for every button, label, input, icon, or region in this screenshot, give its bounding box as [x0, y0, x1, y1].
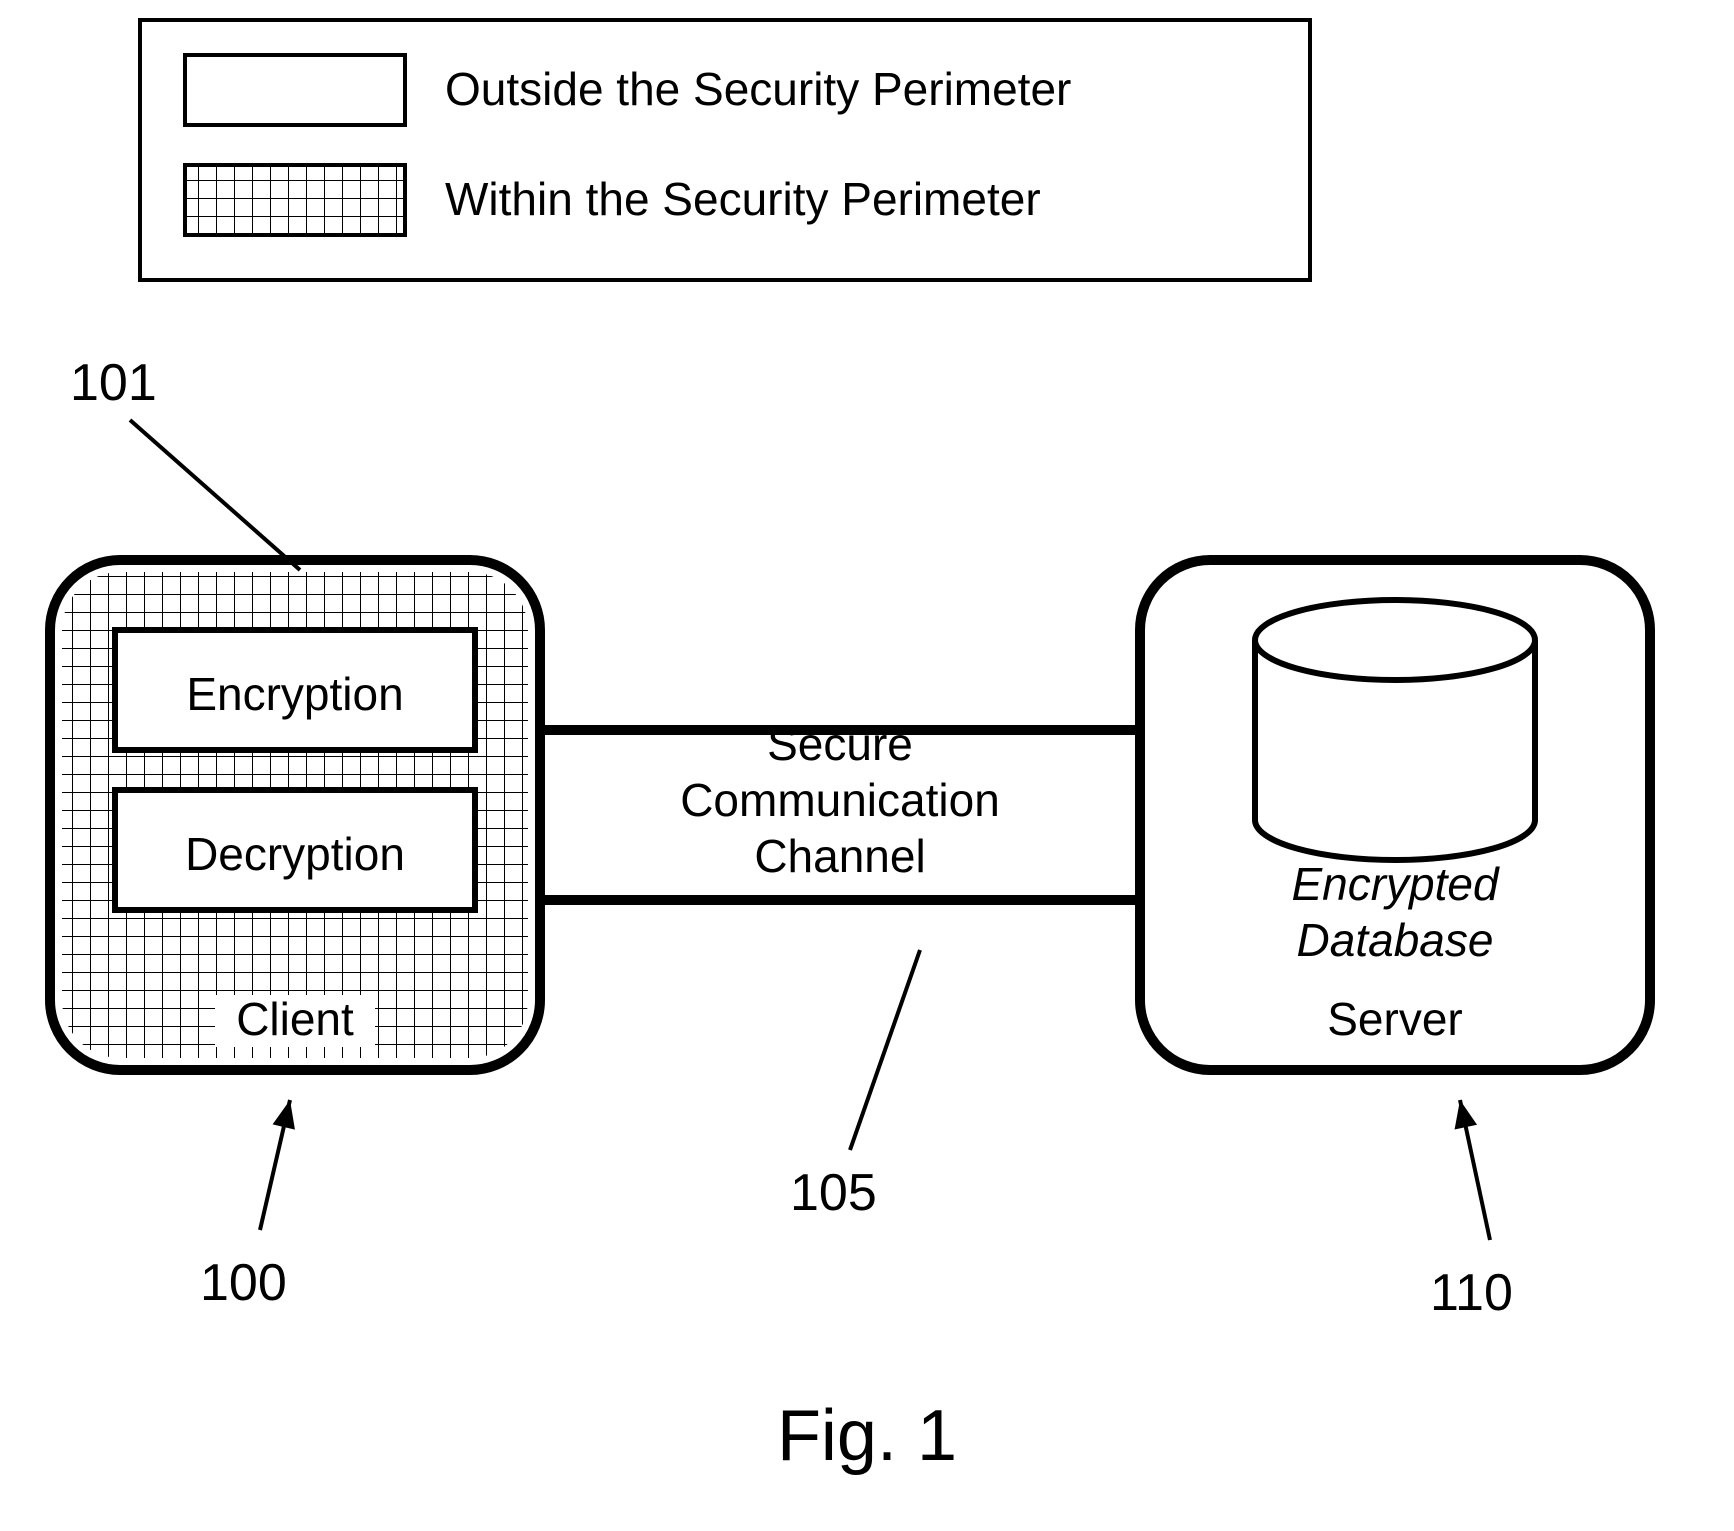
ref-100: 100	[200, 1254, 287, 1312]
legend: Outside the Security Perimeter Within the…	[140, 20, 1310, 280]
legend-label-1: Within the Security Perimeter	[445, 173, 1041, 225]
channel-label-1: Communication	[680, 774, 1000, 826]
client-label: Client	[236, 993, 354, 1045]
ref-101: 101	[70, 354, 157, 412]
db-label-1: Database	[1297, 914, 1494, 966]
client-inner-label-0: Encryption	[186, 668, 403, 720]
ref-105: 105	[790, 1164, 877, 1222]
client-inner-label-1: Decryption	[185, 828, 405, 880]
legend-label-0: Outside the Security Perimeter	[445, 63, 1071, 115]
channel-label-0: Secure	[767, 718, 913, 770]
figure-caption: Fig. 1	[777, 1396, 957, 1476]
db-label-0: Encrypted	[1291, 858, 1500, 910]
ref-110: 110	[1430, 1264, 1513, 1322]
channel-label-2: Channel	[754, 830, 925, 882]
server-label: Server	[1327, 993, 1462, 1045]
legend-swatch-1	[185, 165, 405, 235]
legend-swatch-0	[185, 55, 405, 125]
